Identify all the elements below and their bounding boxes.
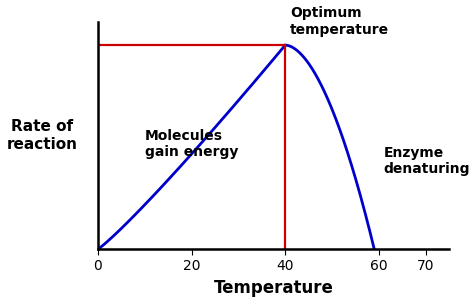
Y-axis label: Rate of
reaction: Rate of reaction	[7, 119, 78, 152]
Text: Optimum
temperature: Optimum temperature	[290, 6, 389, 37]
X-axis label: Temperature: Temperature	[214, 279, 334, 297]
Text: Enzyme
denaturing: Enzyme denaturing	[383, 146, 470, 176]
Text: Molecules
gain energy: Molecules gain energy	[145, 129, 238, 159]
